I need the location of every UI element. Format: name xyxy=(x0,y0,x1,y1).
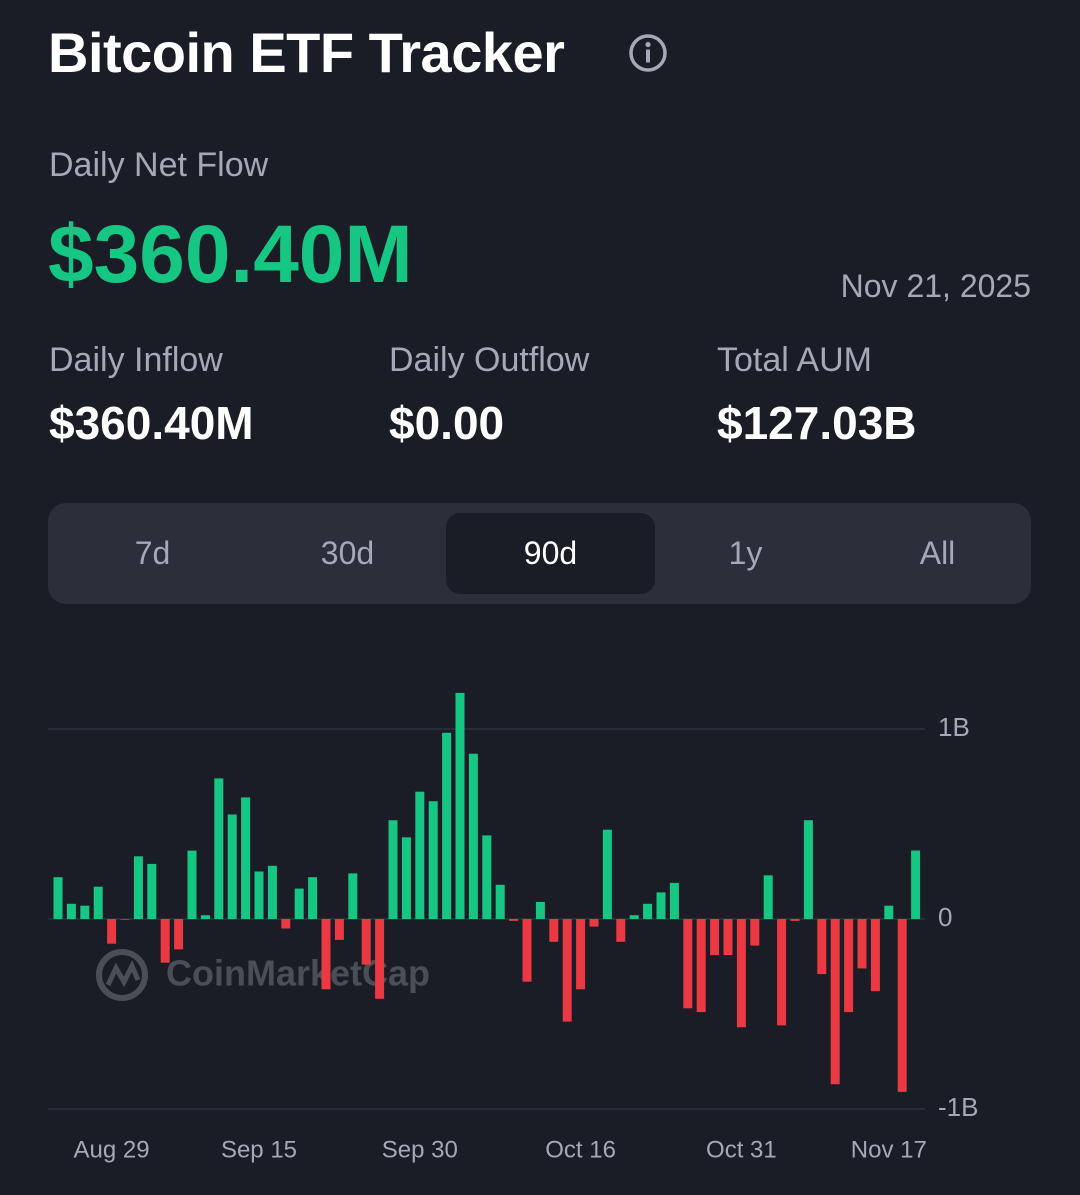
chart: -1B 0 1B CoinMarketCap Aug 29 Sep 15 Sep 30 Oct… xyxy=(48,692,978,1163)
bar xyxy=(884,905,894,919)
y-tick-label: 1B xyxy=(938,712,970,742)
bar xyxy=(616,919,626,942)
bar xyxy=(294,888,304,919)
stat-value: $0.00 xyxy=(389,397,505,449)
bar xyxy=(267,865,277,919)
bar xyxy=(763,875,773,919)
stat-value: $127.03B xyxy=(717,397,917,449)
bar xyxy=(80,905,90,919)
bar xyxy=(361,919,371,965)
stat-value: $360.40M xyxy=(49,397,254,449)
tab[interactable]: 1y xyxy=(728,535,763,571)
bar xyxy=(442,732,452,919)
bar xyxy=(629,915,639,919)
bar xyxy=(790,919,800,921)
bar xyxy=(468,753,478,919)
bar xyxy=(174,919,184,950)
bar xyxy=(696,919,706,1013)
x-tick-label: Aug 29 xyxy=(74,1136,150,1163)
tab[interactable]: All xyxy=(919,535,956,571)
bar xyxy=(133,856,143,919)
net-flow-label: Daily Net Flow xyxy=(49,146,269,184)
net-flow-value: $360.40M xyxy=(48,209,413,300)
bar xyxy=(817,919,827,975)
bar xyxy=(254,871,264,919)
bar xyxy=(857,919,867,969)
y-tick-label: -1B xyxy=(938,1092,978,1122)
bar xyxy=(750,919,760,946)
stat-label: Daily Inflow xyxy=(49,341,223,379)
bar xyxy=(495,884,505,919)
bar xyxy=(535,901,545,919)
watermark: CoinMarketCap xyxy=(96,949,430,1001)
range-tabs: 7d 30d 90d 1y All xyxy=(48,503,1031,604)
bar xyxy=(911,850,921,919)
bar xyxy=(401,837,411,919)
date: Nov 21, 2025 xyxy=(840,268,1031,304)
bar xyxy=(334,919,344,940)
bar xyxy=(455,692,465,919)
bar xyxy=(160,919,170,963)
bar xyxy=(428,801,438,919)
bar xyxy=(308,877,318,919)
bar xyxy=(200,915,210,919)
tab[interactable]: 7d xyxy=(134,535,171,571)
y-tick-label: 0 xyxy=(938,902,952,932)
bar xyxy=(66,903,76,919)
bar xyxy=(602,829,612,919)
tab[interactable]: 90d xyxy=(446,513,655,594)
bar xyxy=(562,919,572,1022)
page-title: Bitcoin ETF Tracker xyxy=(48,21,565,84)
bar xyxy=(656,892,666,919)
bar xyxy=(241,797,251,919)
bar xyxy=(375,919,385,999)
x-tick-label: Oct 31 xyxy=(706,1136,777,1163)
bar xyxy=(53,877,63,919)
bar xyxy=(576,919,586,990)
bar xyxy=(187,850,197,919)
bar xyxy=(509,919,519,921)
bar xyxy=(803,820,813,919)
bar xyxy=(415,791,425,919)
bar xyxy=(227,814,237,919)
bar xyxy=(777,919,787,1026)
watermark-text: CoinMarketCap xyxy=(166,953,430,994)
bar xyxy=(683,919,693,1009)
bar xyxy=(844,919,854,1013)
stat-label: Daily Outflow xyxy=(389,341,590,379)
bar xyxy=(830,919,840,1085)
bar xyxy=(147,863,157,919)
bar xyxy=(93,886,103,919)
x-tick-label: Nov 17 xyxy=(851,1136,927,1163)
bar xyxy=(723,919,733,956)
bar xyxy=(669,882,679,919)
x-tick-label: Oct 16 xyxy=(545,1136,616,1163)
bar xyxy=(107,919,117,944)
bar xyxy=(643,903,653,919)
x-tick-label: Sep 15 xyxy=(221,1136,297,1163)
bar xyxy=(388,820,398,919)
bar xyxy=(281,919,291,929)
bar xyxy=(321,919,331,990)
bar xyxy=(522,919,532,982)
bar xyxy=(120,919,130,920)
bar xyxy=(348,873,358,919)
info-icon[interactable] xyxy=(628,33,668,73)
bar xyxy=(897,919,907,1092)
bar xyxy=(710,919,720,956)
bar xyxy=(549,919,559,942)
bar xyxy=(736,919,746,1028)
bar xyxy=(482,835,492,919)
tab[interactable]: 30d xyxy=(320,535,375,571)
bar xyxy=(870,919,880,992)
x-tick-label: Sep 30 xyxy=(382,1136,458,1163)
stat-label: Total AUM xyxy=(717,341,872,379)
bar xyxy=(214,778,224,919)
bar xyxy=(589,919,599,927)
